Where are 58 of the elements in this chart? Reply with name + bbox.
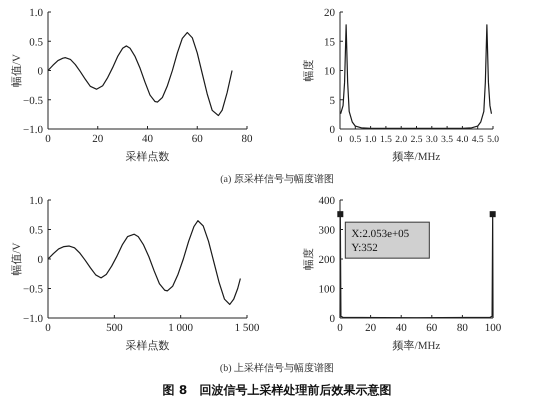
x-tick-label: 4.0	[456, 135, 469, 145]
y-tick-label: 0	[38, 254, 44, 266]
y-axis-title: 幅度	[302, 248, 315, 270]
y-axis-title: 幅度	[302, 60, 315, 82]
x-tick-label: 40	[142, 133, 154, 145]
y-tick-label: 1.0	[29, 195, 44, 207]
y-tick-label: −0.5	[23, 284, 44, 296]
x-tick-label: 3.5	[441, 135, 454, 145]
text: (b) 上采样信号与幅度谱图	[220, 362, 334, 374]
x-axis-title: 采样点数	[126, 150, 170, 163]
y-tick-label: 0.5	[29, 36, 44, 48]
y-tick-label: 100	[318, 284, 336, 296]
x-tick-label: 1.5	[380, 135, 392, 145]
caption: 图 8 回波信号上采样处理前后效果示意图	[162, 383, 392, 397]
x-tick-label: 80	[456, 322, 468, 334]
x-tick-label: 0	[337, 322, 344, 334]
x-axis-title: 频率/MHz	[392, 150, 440, 163]
x-tick-label: 60	[192, 133, 204, 145]
y-tick-label: −1.0	[23, 124, 44, 136]
x-tick-label: 40	[396, 322, 408, 334]
x-tick-label: 1.0	[364, 135, 377, 145]
y-tick-label: 0	[330, 313, 336, 325]
x-tick-label: 2.0	[395, 135, 408, 145]
x-tick-label: 80	[242, 133, 253, 145]
y-tick-label: 0	[330, 124, 336, 136]
y-tick-label: −1.0	[23, 313, 44, 325]
x-tick-label: 0	[338, 135, 343, 145]
x-tick-label: 5.0	[487, 135, 500, 145]
x-tick-label: 60	[426, 322, 438, 334]
x-tick-label: 3.0	[426, 135, 438, 145]
x-tick-label: 20	[365, 322, 377, 334]
y-tick-label: 400	[318, 195, 336, 207]
y-tick-label: 0.5	[29, 224, 44, 236]
x-tick-label: 0	[45, 133, 52, 145]
y-tick-label: −0.5	[23, 94, 44, 107]
y-tick-label: 1.0	[29, 7, 44, 19]
x-axis-title: 采样点数	[126, 339, 170, 352]
x-tick-label: 4.5	[472, 135, 484, 145]
x-tick-label: 100	[484, 322, 502, 334]
x-tick-label: 1 000	[168, 322, 194, 334]
y-tick-label: 20	[324, 7, 336, 19]
x-tick-label: 1 500	[234, 322, 260, 334]
text: (a) 原采样信号与幅度谱图	[220, 173, 334, 185]
x-tick-label: 20	[92, 133, 104, 145]
annotation: X:2.053e+05 Y:352	[351, 228, 410, 254]
y-tick-label: 10	[324, 66, 336, 78]
y-axis-title: 幅值/V	[11, 54, 23, 87]
y-tick-label: 5	[330, 94, 336, 107]
x-axis-title: 频率/MHz	[392, 339, 440, 352]
x-tick-label: 0.5	[349, 135, 362, 145]
y-axis-title: 幅值/V	[11, 242, 23, 276]
x-tick-label: 500	[106, 322, 124, 334]
y-tick-label: 15	[324, 36, 336, 48]
x-tick-label: 2.5	[410, 135, 423, 145]
y-tick-label: 200	[318, 254, 336, 266]
y-tick-label: 0	[38, 66, 44, 78]
x-tick-label: 0	[45, 322, 52, 334]
y-tick-label: 300	[318, 224, 336, 236]
